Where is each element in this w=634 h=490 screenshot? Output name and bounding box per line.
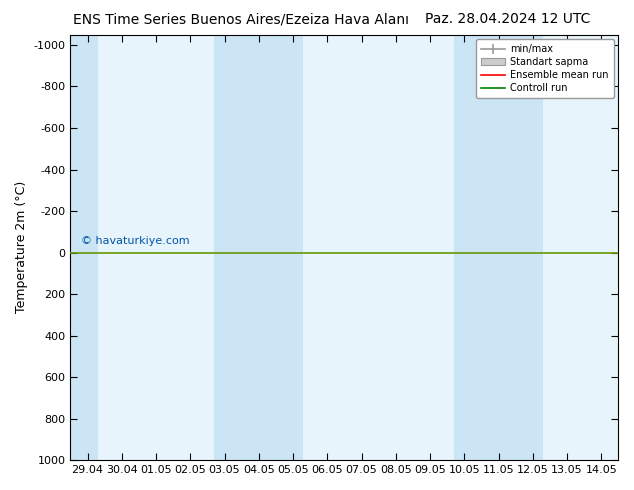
Text: © havaturkiye.com: © havaturkiye.com [81,236,190,246]
Y-axis label: Temperature 2m (°C): Temperature 2m (°C) [15,181,28,314]
Text: ENS Time Series Buenos Aires/Ezeiza Hava Alanı: ENS Time Series Buenos Aires/Ezeiza Hava… [73,12,409,26]
Text: Paz. 28.04.2024 12 UTC: Paz. 28.04.2024 12 UTC [425,12,590,26]
Legend: min/max, Standart sapma, Ensemble mean run, Controll run: min/max, Standart sapma, Ensemble mean r… [476,40,614,98]
Bar [454,35,543,460]
Bar [214,35,303,460]
Bar [70,35,98,460]
